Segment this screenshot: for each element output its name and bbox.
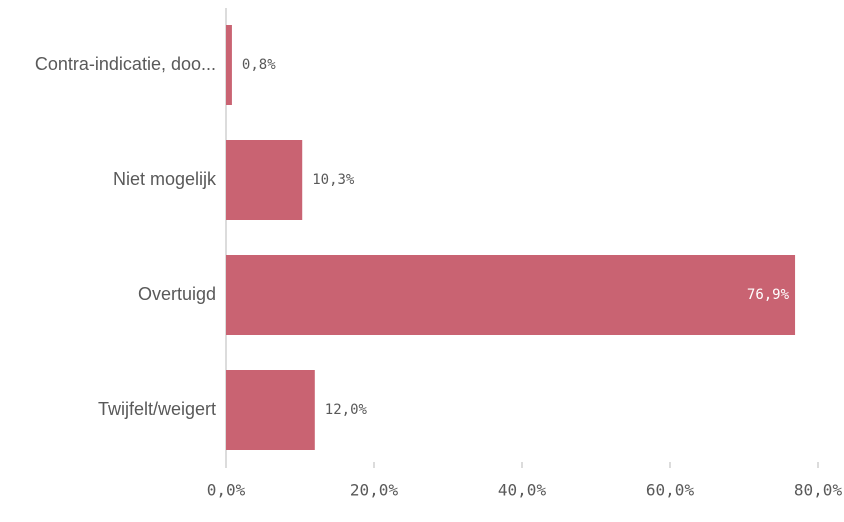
x-tick-label: 80,0% — [794, 481, 843, 500]
bar — [226, 25, 232, 105]
x-tick-label: 60,0% — [646, 481, 695, 500]
bar — [226, 370, 315, 450]
x-tick-label: 20,0% — [350, 481, 399, 500]
category-label: Overtuigd — [138, 284, 216, 304]
x-tick-label: 40,0% — [498, 481, 547, 500]
bar — [226, 255, 796, 335]
data-label: 76,9% — [747, 287, 790, 303]
category-label: Contra-indicatie, doo... — [35, 54, 216, 74]
data-label: 10,3% — [312, 172, 355, 188]
x-tick-label: 0,0% — [207, 481, 246, 500]
data-label: 0,8% — [242, 57, 276, 73]
bar — [226, 140, 303, 220]
category-label: Niet mogelijk — [113, 169, 217, 189]
category-label: Twijfelt/weigert — [98, 399, 216, 419]
data-label: 12,0% — [325, 402, 368, 418]
